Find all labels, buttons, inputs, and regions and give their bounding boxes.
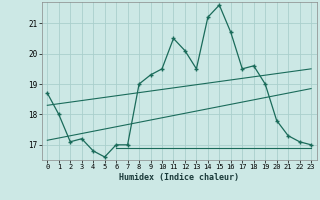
- X-axis label: Humidex (Indice chaleur): Humidex (Indice chaleur): [119, 173, 239, 182]
